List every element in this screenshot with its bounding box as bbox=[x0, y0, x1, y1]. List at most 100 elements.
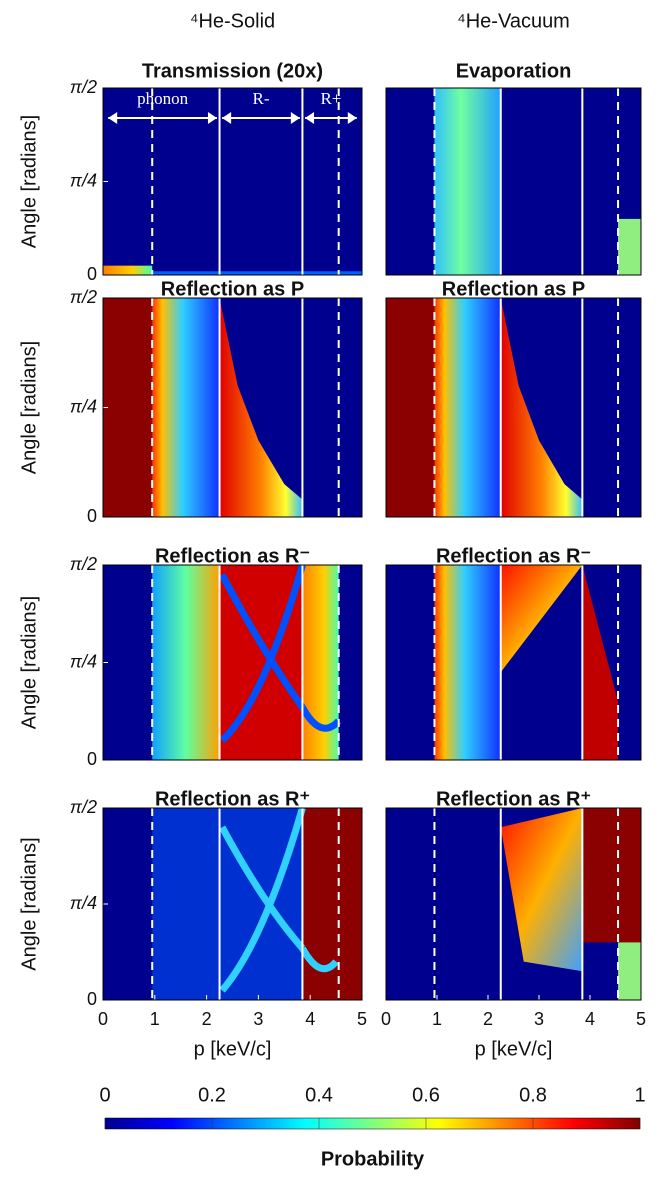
heatmap bbox=[103, 565, 362, 760]
heatmap-region bbox=[152, 565, 220, 760]
colorbar-tick-label: 0 bbox=[99, 1084, 110, 1106]
heatmap-region bbox=[302, 808, 362, 1000]
heatmap-region bbox=[103, 265, 153, 275]
colorbar-tick-label: 0.8 bbox=[519, 1084, 547, 1106]
y-tick-label: π/4 bbox=[70, 170, 97, 190]
heatmap-region bbox=[618, 942, 641, 1000]
arrow-head bbox=[108, 112, 118, 124]
panel bbox=[386, 298, 641, 517]
panel bbox=[386, 808, 641, 1000]
x-tick-label: 5 bbox=[357, 1009, 367, 1029]
arrow-head bbox=[347, 112, 357, 124]
x-tick-label: 2 bbox=[202, 1009, 212, 1029]
panel bbox=[386, 88, 641, 275]
heatmap bbox=[103, 298, 362, 517]
panel-title: Reflection as R⁻ bbox=[155, 545, 310, 567]
heatmap-region bbox=[434, 565, 501, 760]
heatmap-region bbox=[152, 271, 362, 275]
y-tick-label: 0 bbox=[87, 506, 97, 526]
colorbar bbox=[104, 1117, 641, 1130]
heatmap bbox=[103, 808, 362, 1000]
heatmap-background bbox=[103, 88, 362, 275]
annotation: R- bbox=[252, 89, 269, 108]
x-tick-label: 3 bbox=[534, 1009, 544, 1029]
y-tick-label: 0 bbox=[87, 264, 97, 284]
panel-title: Reflection as R⁺ bbox=[436, 788, 591, 810]
heatmap-region bbox=[434, 298, 501, 517]
x-tick-label: 0 bbox=[381, 1009, 391, 1029]
heatmap-region bbox=[500, 565, 583, 673]
heatmap-background bbox=[386, 88, 641, 275]
panel-title: Reflection as P bbox=[161, 278, 304, 300]
arrow-head bbox=[207, 112, 217, 124]
colorbar-tick-label: 0.2 bbox=[198, 1084, 226, 1106]
panel-frame bbox=[385, 807, 642, 1001]
heatmap bbox=[103, 88, 362, 275]
x-tick-label: 4 bbox=[585, 1009, 595, 1029]
x-tick-label: 2 bbox=[483, 1009, 493, 1029]
x-tick-label: 5 bbox=[636, 1009, 646, 1029]
panel-frame bbox=[102, 564, 363, 761]
panel bbox=[103, 565, 362, 760]
heatmap-region bbox=[500, 298, 583, 517]
arrow-head bbox=[222, 112, 232, 124]
heatmap-region bbox=[152, 298, 220, 517]
heatmap-region bbox=[618, 218, 641, 275]
y-tick-label: π/4 bbox=[70, 893, 97, 913]
y-tick-label: π/2 bbox=[70, 554, 97, 574]
y-tick-label: π/2 bbox=[70, 797, 97, 817]
panel-title: Evaporation bbox=[456, 60, 572, 82]
y-axis-label: Angle [radians] bbox=[18, 596, 40, 729]
annotation: phonon bbox=[137, 89, 189, 108]
heatmap-region bbox=[219, 298, 303, 517]
heatmap bbox=[386, 565, 641, 760]
heatmap-region bbox=[582, 808, 641, 943]
y-tick-label: π/2 bbox=[70, 287, 97, 307]
panel bbox=[103, 808, 362, 1000]
arrow-head bbox=[305, 112, 315, 124]
heatmap-region bbox=[434, 88, 501, 275]
panel-frame bbox=[102, 297, 363, 518]
y-axis-label: Angle [radians] bbox=[18, 341, 40, 474]
panel-frame bbox=[385, 87, 642, 276]
panel-title: Transmission (20x) bbox=[142, 60, 323, 82]
colorbar-tick-label: 0.6 bbox=[412, 1084, 440, 1106]
colorbar-tick-label: 1 bbox=[634, 1084, 645, 1106]
panel-frame bbox=[385, 297, 642, 518]
x-axis-label: p [keV/c] bbox=[475, 1038, 553, 1060]
y-tick-label: 0 bbox=[87, 749, 97, 769]
colorbar-label: Probability bbox=[321, 1148, 425, 1170]
panel-title: Reflection as P bbox=[442, 278, 585, 300]
x-axis-label: p [keV/c] bbox=[194, 1038, 272, 1060]
x-tick-label: 4 bbox=[305, 1009, 315, 1029]
heatmap-region bbox=[386, 298, 435, 517]
x-tick-label: 1 bbox=[150, 1009, 160, 1029]
panel-frame bbox=[102, 87, 363, 276]
y-tick-label: 0 bbox=[87, 989, 97, 1009]
heatmap-region bbox=[582, 565, 619, 760]
heatmap bbox=[386, 88, 641, 275]
panel bbox=[103, 88, 362, 275]
heatmap bbox=[386, 298, 641, 517]
y-tick-label: π/2 bbox=[70, 77, 97, 97]
colorbar-tick-label: 0.4 bbox=[305, 1084, 333, 1106]
y-axis-label: Angle [radians] bbox=[18, 115, 40, 248]
annotation: R+ bbox=[320, 89, 341, 108]
x-tick-label: 0 bbox=[98, 1009, 108, 1029]
y-tick-label: π/4 bbox=[70, 396, 97, 416]
panel-frame bbox=[102, 807, 363, 1001]
heatmap-region bbox=[103, 298, 153, 517]
panel bbox=[103, 298, 362, 517]
x-tick-label: 1 bbox=[432, 1009, 442, 1029]
panel-title: Reflection as R⁻ bbox=[436, 545, 591, 567]
panel bbox=[386, 565, 641, 760]
arrow-head bbox=[290, 112, 300, 124]
heatmap-band bbox=[219, 565, 342, 744]
y-axis-label: Angle [radians] bbox=[18, 837, 40, 970]
column-title: ⁴He-Vacuum bbox=[457, 10, 570, 32]
x-tick-label: 3 bbox=[253, 1009, 263, 1029]
y-tick-label: π/4 bbox=[70, 651, 97, 671]
heatmap bbox=[386, 808, 641, 1000]
